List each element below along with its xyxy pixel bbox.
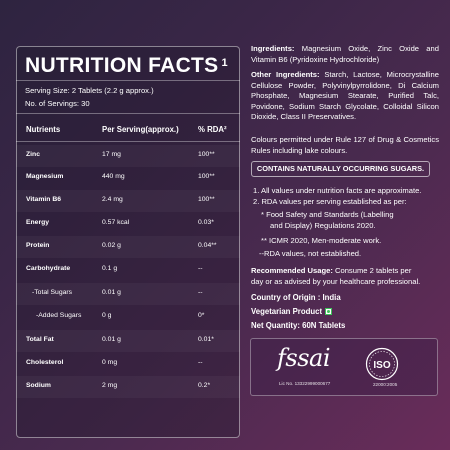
usage-line-2: day or as advised by your healthcare pro… [251,277,421,286]
note-5: --RDA values, not established. [259,249,362,258]
header-per-serving: Per Serving(approx.) [102,125,179,134]
serving-divider [16,113,240,114]
table-row: Vitamin B6 2.4 mg 100** [16,190,240,212]
fssai-logo: fssai [277,344,331,372]
header-divider [16,141,240,142]
certification-logos [250,338,438,396]
sugars-notice: CONTAINS NATURALLY OCCURRING SUGARS. [251,161,430,177]
country-of-origin: Country of Origin : India [251,293,341,302]
usage-line-1: Recommended Usage: Consume 2 tablets per [251,266,412,275]
iso-text: ISO [373,360,390,371]
servings-count: No. of Servings: 30 [25,99,90,108]
header-nutrients: Nutrients [26,125,61,134]
nutrition-panel [16,46,240,438]
page-title: NUTRITION FACTS 1 [25,54,228,77]
table-row: Sodium 2 mg 0.2* [16,376,240,398]
serving-size: Serving Size: 2 Tablets (2.2 g approx.) [25,86,154,95]
table-row: Cholesterol 0 mg -- [26,359,203,366]
table-row: Energy 0.57 kcal 0.03* [26,219,214,226]
net-quantity: Net Quantity: 60N Tablets [251,321,346,330]
table-row: -Added Sugars 0 g 0* [36,312,205,319]
table-row: -Total Sugars 0.01 g -- [16,283,240,305]
note-3a: * Food Safety and Standards (Labelling [261,210,394,219]
note-3b: and Display) Regulations 2020. [270,221,376,230]
vegetarian-product: Vegetarian Product [251,307,333,318]
iso-icon: ISO [365,347,399,381]
colours-text: Colours permitted under Rule 127 of Drug… [251,135,439,155]
note-4: ** ICMR 2020, Men-moderate work. [261,236,382,245]
fssai-license: Lic No. 13322999000677 [279,381,331,386]
table-row: Protein 0.02 g 0.04** [16,236,240,258]
table-row: Zinc 17 mg 100** [16,145,240,167]
iso-number: 22000:2005 [373,382,398,387]
title-divider [16,80,240,81]
note-1: 1. All values under nutrition facts are … [253,186,422,195]
veg-icon [325,308,333,315]
table-row: Magnesium 440 mg 100** [26,173,215,180]
table-row: Carbohydrate 0.1 g -- [26,265,203,272]
header-rda: % RDA² [198,125,227,134]
other-ingredients-text: Other Ingredients: Starch, Lactose, Micr… [251,70,439,122]
note-2: 2. RDA values per serving established as… [253,197,407,206]
ingredients-text: Ingredients: Magnesium Oxide, Zinc Oxide… [251,44,439,64]
table-row: Total Fat 0.01 g 0.01* [16,330,240,352]
